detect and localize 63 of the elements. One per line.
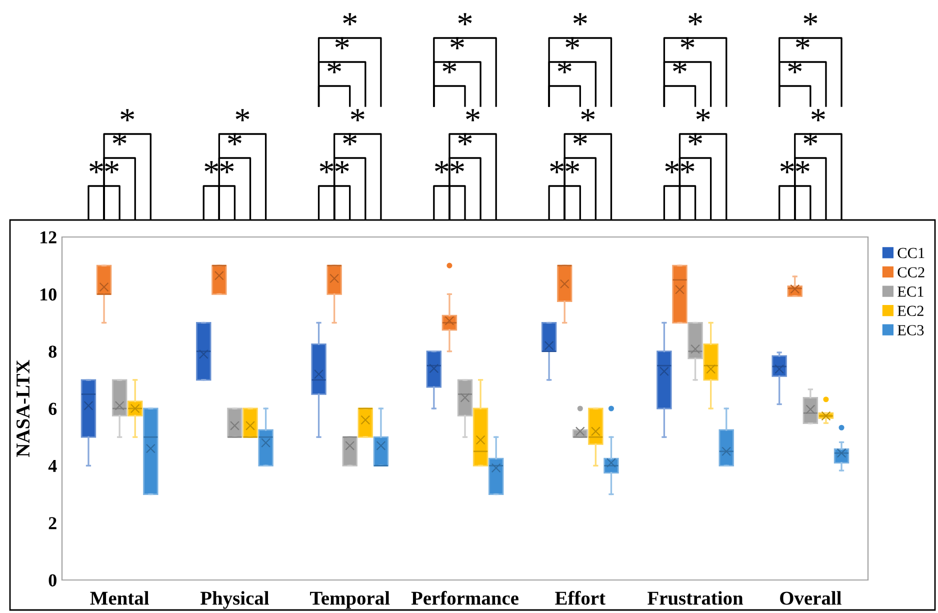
x-tick-label: Frustration — [648, 591, 744, 605]
text: * — [796, 161, 810, 174]
y-axis-title: NASA-LTX — [16, 360, 30, 457]
text: * — [788, 61, 802, 74]
text: * — [804, 13, 818, 26]
text: * — [696, 109, 710, 122]
text: * — [550, 161, 564, 174]
text: * — [236, 109, 250, 122]
y-tick-label: 2 — [48, 517, 56, 530]
text: * — [343, 13, 357, 26]
text: * — [804, 133, 818, 146]
text: * — [350, 109, 364, 122]
text: * — [343, 133, 357, 146]
legend-label: EC3 — [898, 325, 924, 336]
text: * — [105, 161, 119, 174]
x-tick-label: Performance — [411, 590, 518, 605]
text: * — [112, 133, 126, 146]
text: * — [780, 161, 794, 174]
text: * — [680, 37, 694, 50]
legend-label: CC1 — [898, 248, 924, 258]
x-tick-label: Effort — [555, 590, 606, 605]
text: * — [573, 133, 587, 146]
text: * — [665, 161, 679, 174]
text: * — [796, 37, 810, 50]
text: * — [434, 161, 448, 174]
text: * — [573, 13, 587, 26]
x-tick-label: Mental — [90, 591, 149, 605]
text: * — [90, 161, 103, 174]
y-tick-label: 0 — [48, 574, 56, 586]
y-tick-label: 4 — [48, 460, 57, 472]
text: * — [442, 61, 456, 74]
y-tick-label: 10 — [40, 288, 56, 301]
legend-label: EC1 — [898, 286, 924, 297]
text: * — [673, 61, 686, 74]
text: * — [566, 37, 580, 50]
text: * — [320, 161, 334, 174]
x-tick-label: Temporal — [310, 591, 390, 609]
text: * — [558, 61, 572, 74]
text: * — [566, 161, 580, 174]
text: * — [458, 13, 472, 26]
text: * — [450, 37, 464, 50]
text: * — [466, 109, 480, 122]
x-tick-label: Overall — [780, 591, 842, 605]
y-tick-label: 6 — [48, 402, 57, 415]
y-tick-label: 12 — [40, 231, 56, 244]
legend-label: CC2 — [898, 267, 924, 278]
text: * — [812, 109, 825, 122]
legend-label: EC2 — [898, 306, 924, 316]
text: * — [228, 133, 242, 146]
text: * — [335, 161, 349, 174]
text: * — [204, 161, 218, 174]
text: * — [458, 133, 472, 146]
text: * — [581, 109, 595, 122]
text: * — [120, 109, 134, 122]
text: * — [688, 13, 702, 26]
text: * — [450, 161, 464, 174]
text: * — [328, 61, 342, 74]
y-tick-label: 8 — [48, 346, 57, 358]
text: * — [688, 133, 702, 146]
text: * — [335, 37, 349, 50]
text: * — [220, 161, 234, 174]
x-tick-label: Physical — [200, 591, 269, 609]
text: * — [680, 161, 694, 174]
